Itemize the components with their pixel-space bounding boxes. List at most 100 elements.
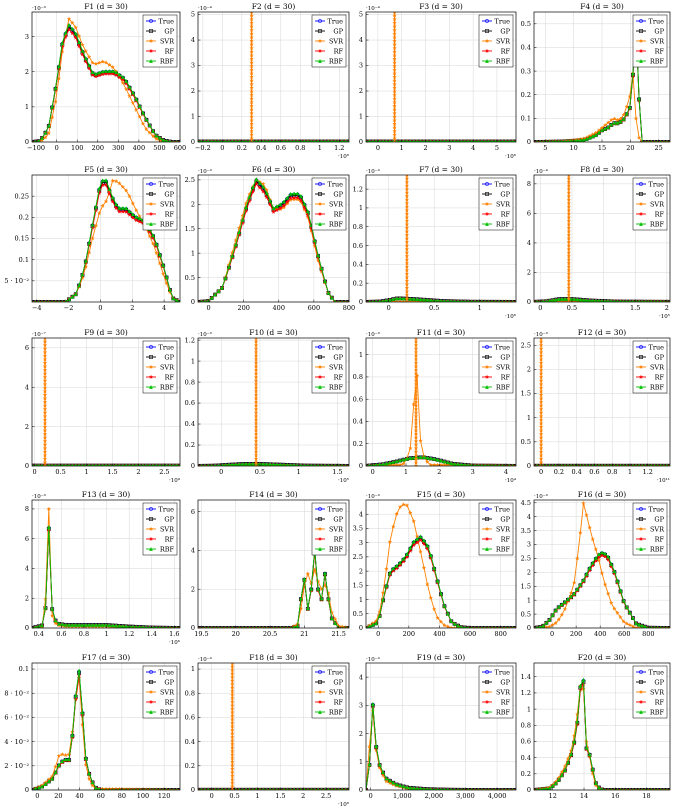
svr-spike-point bbox=[392, 56, 397, 61]
svr-spike-point bbox=[42, 460, 48, 465]
svr-spike-point bbox=[566, 239, 572, 244]
x-multiplier: ·10¹¹ bbox=[657, 477, 670, 484]
data-point bbox=[175, 463, 178, 466]
svr-spike-point bbox=[538, 378, 544, 383]
svr-spike-point bbox=[566, 296, 572, 301]
data-point bbox=[73, 31, 78, 36]
data-point bbox=[46, 123, 51, 128]
data-point bbox=[168, 139, 172, 142]
data-point bbox=[130, 201, 136, 206]
legend-entry-rf: RF bbox=[636, 210, 664, 218]
legend-entry-rbf: RBF bbox=[636, 383, 664, 391]
data-point bbox=[569, 138, 573, 142]
svr-spike-point bbox=[566, 271, 572, 276]
legend-marker bbox=[638, 48, 644, 53]
svr-spike-point bbox=[538, 417, 544, 422]
data-point bbox=[480, 139, 484, 142]
svr-spike-point bbox=[42, 396, 48, 401]
legend-entry-svr: SVR bbox=[636, 200, 665, 208]
data-point bbox=[213, 139, 217, 142]
svr-spike-point bbox=[566, 193, 572, 199]
series-rbf bbox=[32, 463, 180, 466]
data-point bbox=[241, 625, 244, 628]
legend-label: SVR bbox=[160, 37, 175, 45]
data-point bbox=[93, 207, 99, 213]
data-point bbox=[275, 139, 279, 142]
data-point bbox=[97, 186, 102, 191]
data-point bbox=[137, 114, 142, 119]
data-point bbox=[439, 591, 443, 596]
y-tick-label: 0 bbox=[25, 462, 29, 470]
y-tick-label: 0.25 bbox=[15, 192, 29, 200]
y-tick-label: 2 bbox=[25, 594, 29, 602]
data-point bbox=[599, 553, 605, 558]
data-point bbox=[616, 299, 619, 302]
chart-title: F6 (d = 30) bbox=[252, 165, 296, 174]
y-tick-label: 2 bbox=[191, 585, 195, 593]
svr-spike-point bbox=[566, 222, 572, 227]
svr-spike-point bbox=[538, 339, 544, 344]
svr-spike-point bbox=[392, 81, 397, 87]
svr-spike-point bbox=[249, 81, 254, 87]
data-point bbox=[234, 139, 238, 142]
x-tick-label: 0.4 bbox=[256, 144, 266, 152]
data-point bbox=[257, 185, 263, 190]
svr-spike-point bbox=[392, 45, 397, 51]
axes-frame bbox=[365, 11, 517, 143]
svr-spike-point bbox=[392, 63, 397, 69]
legend-label: True bbox=[328, 180, 344, 188]
legend-label: SVR bbox=[496, 363, 511, 371]
data-point bbox=[138, 463, 141, 466]
data-point bbox=[70, 294, 75, 299]
svr-spike-point bbox=[249, 92, 254, 97]
data-point bbox=[560, 139, 564, 142]
data-point bbox=[587, 135, 592, 140]
svr-spike-point bbox=[538, 396, 544, 401]
legend-label: GP bbox=[654, 190, 664, 198]
data-point bbox=[285, 139, 289, 142]
legend-entry-rf: RF bbox=[146, 210, 174, 218]
data-point bbox=[157, 138, 163, 142]
x-tick-label: −4 bbox=[32, 304, 42, 312]
data-point bbox=[605, 120, 611, 125]
legend-marker bbox=[638, 38, 644, 43]
data-point bbox=[130, 100, 136, 105]
svr-spike-point bbox=[404, 207, 410, 213]
data-point bbox=[97, 622, 102, 627]
data-point bbox=[477, 139, 480, 142]
data-point bbox=[213, 292, 218, 297]
series-svr-spike bbox=[413, 338, 419, 466]
legend-entry-rbf: RBF bbox=[482, 57, 510, 65]
data-point bbox=[296, 463, 299, 466]
y-tick-label: 0 bbox=[191, 462, 195, 470]
legend-label: RBF bbox=[160, 383, 175, 391]
axes-frame bbox=[197, 11, 350, 143]
data-point bbox=[659, 139, 662, 142]
data-point bbox=[274, 207, 280, 213]
data-point bbox=[257, 180, 262, 185]
legend-label: True bbox=[328, 17, 344, 25]
data-point bbox=[497, 625, 500, 628]
data-point bbox=[57, 299, 60, 302]
data-point bbox=[544, 299, 548, 302]
legend-label: RBF bbox=[160, 220, 175, 228]
data-point bbox=[556, 297, 561, 301]
legend-label: RF bbox=[501, 47, 511, 55]
data-point bbox=[217, 625, 220, 628]
data-point bbox=[422, 297, 426, 302]
svr-spike-point bbox=[404, 289, 410, 294]
svr-spike-point bbox=[392, 92, 397, 97]
data-point bbox=[504, 625, 507, 628]
svr-spike-point bbox=[42, 374, 48, 380]
data-point bbox=[599, 570, 605, 576]
svr-spike-point bbox=[413, 403, 419, 408]
data-point bbox=[110, 195, 115, 200]
svr-spike-point bbox=[254, 338, 258, 340]
chart-title: F8 (d = 30) bbox=[580, 165, 624, 174]
data-point bbox=[120, 209, 126, 214]
y-tick-label: 0.8 bbox=[353, 373, 363, 381]
data-point bbox=[110, 623, 115, 628]
data-point bbox=[404, 552, 409, 556]
data-point bbox=[250, 461, 255, 466]
